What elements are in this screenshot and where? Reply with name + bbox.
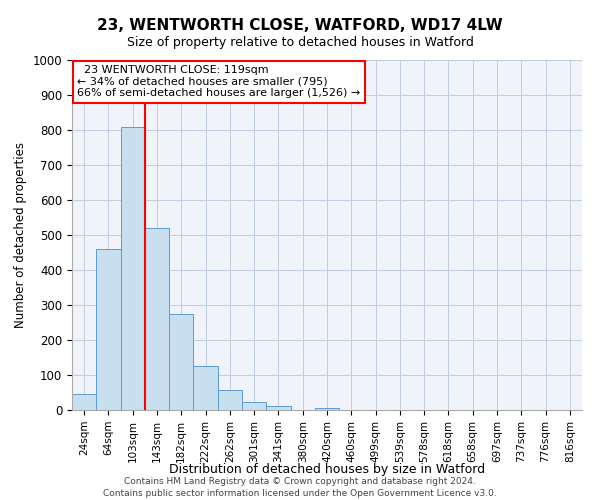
Bar (242, 402, 266, 410)
Bar (96, 249, 121, 410)
Text: Contains public sector information licensed under the Open Government Licence v3: Contains public sector information licen… (103, 489, 497, 498)
Y-axis label: Number of detached properties: Number of detached properties (14, 142, 27, 328)
Text: 23 WENTWORTH CLOSE: 119sqm
← 34% of detached houses are smaller (795)
66% of sem: 23 WENTWORTH CLOSE: 119sqm ← 34% of deta… (77, 66, 361, 98)
Bar (121, 126, 145, 410)
Text: Size of property relative to detached houses in Watford: Size of property relative to detached ho… (127, 36, 473, 49)
Text: Distribution of detached houses by size in Watford: Distribution of detached houses by size … (169, 462, 485, 475)
Text: 23, WENTWORTH CLOSE, WATFORD, WD17 4LW: 23, WENTWORTH CLOSE, WATFORD, WD17 4LW (97, 18, 503, 32)
Bar (218, 390, 242, 410)
Text: Contains HM Land Registry data © Crown copyright and database right 2024.: Contains HM Land Registry data © Crown c… (124, 478, 476, 486)
Bar (315, 408, 339, 410)
Bar (145, 228, 169, 410)
Bar (266, 406, 290, 410)
Bar (72, 394, 96, 410)
Bar (193, 366, 218, 410)
Bar (169, 314, 193, 410)
